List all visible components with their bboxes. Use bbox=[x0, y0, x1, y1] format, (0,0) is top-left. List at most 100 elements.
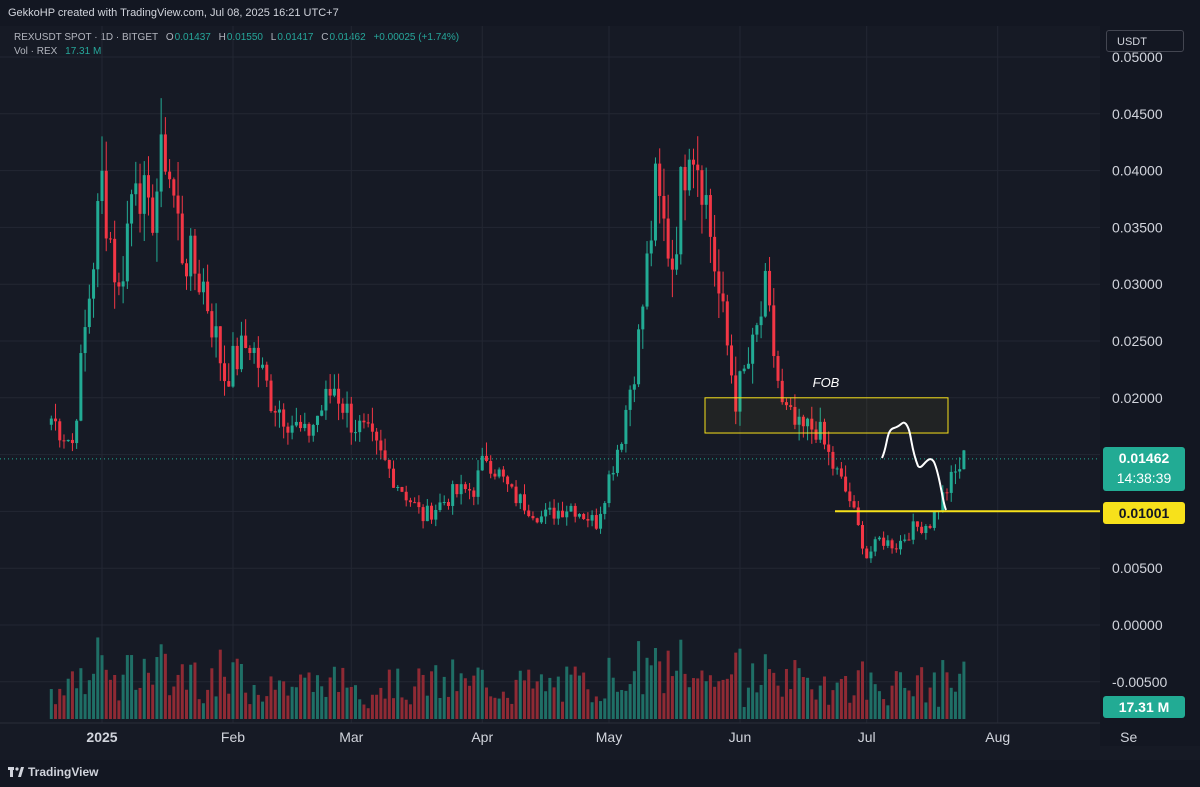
candle-body bbox=[396, 487, 400, 489]
candle-body bbox=[197, 273, 201, 293]
volume-bar bbox=[168, 695, 172, 719]
candle-body bbox=[915, 521, 919, 527]
candle-body bbox=[315, 415, 319, 425]
candle-body bbox=[138, 183, 142, 214]
candle-body bbox=[430, 505, 434, 520]
volume-bar bbox=[100, 655, 104, 719]
volume-bar bbox=[489, 696, 493, 719]
volume-bar bbox=[189, 664, 193, 719]
volume-bar bbox=[962, 661, 966, 719]
volume-bar bbox=[151, 684, 155, 719]
candle-body bbox=[713, 236, 717, 272]
volume-bar bbox=[341, 667, 345, 719]
volume-bar bbox=[337, 691, 341, 719]
volume-legend[interactable]: Vol · REX 17.31 M bbox=[14, 46, 106, 57]
volume-bar bbox=[586, 689, 590, 719]
price-axis-bg bbox=[1100, 26, 1200, 746]
candle-body bbox=[349, 403, 353, 433]
candle-body bbox=[548, 507, 552, 510]
candle-body bbox=[628, 389, 632, 410]
candle-body bbox=[696, 164, 700, 171]
candle-body bbox=[404, 491, 408, 501]
symbol-legend[interactable]: REXUSDT SPOT · 1D · BITGET O0.01437 H0.0… bbox=[14, 32, 464, 43]
volume-bar bbox=[784, 668, 788, 719]
candle-body bbox=[176, 195, 180, 214]
volume-bar bbox=[176, 674, 180, 719]
candle-body bbox=[434, 509, 438, 520]
candle-body bbox=[924, 525, 928, 533]
candle-body bbox=[523, 494, 526, 511]
candle-body bbox=[899, 540, 903, 550]
volume-bar bbox=[738, 648, 742, 719]
volume-bar bbox=[518, 670, 522, 719]
candle-body bbox=[894, 548, 898, 550]
candle-body bbox=[468, 489, 472, 491]
candle-body bbox=[886, 540, 890, 546]
volume-bar bbox=[235, 658, 239, 719]
volume-bar bbox=[692, 678, 695, 719]
volume-bar bbox=[730, 674, 734, 719]
volume-bar bbox=[544, 691, 548, 719]
volume-bar bbox=[607, 657, 611, 719]
volume-bar bbox=[172, 686, 176, 719]
volume-bar bbox=[535, 681, 539, 719]
candle-body bbox=[408, 500, 412, 503]
volume-bar bbox=[476, 667, 480, 719]
volume-bar bbox=[848, 702, 852, 719]
candle-body bbox=[552, 507, 556, 519]
price-tick-label: -0.00500 bbox=[1112, 674, 1167, 690]
candle-body bbox=[307, 423, 311, 436]
candle-body bbox=[239, 335, 243, 370]
tradingview-icon bbox=[8, 767, 24, 777]
candle-body bbox=[704, 195, 708, 205]
candle-body bbox=[320, 410, 324, 416]
projection-path bbox=[881, 421, 947, 511]
volume-bar bbox=[561, 701, 565, 719]
volume-bar bbox=[472, 675, 476, 719]
volume-bar bbox=[869, 672, 873, 719]
candle-body bbox=[565, 511, 569, 518]
time-axis[interactable]: 2025 Feb Mar Apr May Jun Jul Aug Se bbox=[0, 722, 1137, 745]
volume-bar bbox=[210, 668, 214, 719]
candle-body bbox=[383, 450, 387, 460]
volume-bar bbox=[599, 701, 603, 719]
volume-bar bbox=[87, 680, 91, 719]
volume-bar bbox=[645, 657, 649, 719]
candle-body bbox=[66, 439, 70, 442]
candle-body bbox=[273, 411, 277, 413]
candle-body bbox=[810, 418, 814, 430]
volume-bar bbox=[421, 674, 425, 719]
currency-button[interactable]: USDT bbox=[1106, 30, 1184, 52]
volume-bar bbox=[759, 684, 763, 719]
volume-value: 17.31 M bbox=[65, 46, 102, 57]
candle-body bbox=[269, 380, 273, 412]
volume-bar bbox=[324, 696, 328, 719]
candle-body bbox=[653, 163, 657, 241]
volume-bar bbox=[523, 680, 526, 719]
open-label: O bbox=[165, 32, 174, 43]
candle-body bbox=[708, 195, 712, 237]
volume-bar bbox=[438, 697, 442, 719]
candle-body bbox=[738, 371, 742, 412]
brand-label: TradingView bbox=[28, 765, 99, 779]
candle-body bbox=[387, 459, 391, 469]
volume-bar bbox=[163, 653, 167, 719]
change-value: +0.00025 (+1.74%) bbox=[373, 32, 460, 43]
candle-body bbox=[844, 476, 848, 492]
volume-bar bbox=[886, 705, 890, 719]
volume-bar bbox=[252, 684, 256, 719]
time-tick-label: May bbox=[596, 729, 622, 745]
symbol-label[interactable]: REXUSDT SPOT · 1D · BITGET bbox=[14, 32, 159, 43]
volume-bar bbox=[924, 702, 928, 719]
candle-body bbox=[417, 502, 421, 508]
candle-body bbox=[277, 409, 281, 413]
volume-bar bbox=[379, 687, 383, 719]
high-label: H bbox=[218, 32, 226, 43]
volume-bar bbox=[611, 677, 615, 719]
candle-body bbox=[953, 471, 957, 473]
candle-body bbox=[168, 171, 172, 180]
candle-body bbox=[142, 175, 146, 214]
price-axis[interactable]: 0.05000 0.04500 0.04000 0.03500 0.03000 0.025… bbox=[1100, 26, 1200, 746]
candle-body bbox=[244, 335, 248, 348]
